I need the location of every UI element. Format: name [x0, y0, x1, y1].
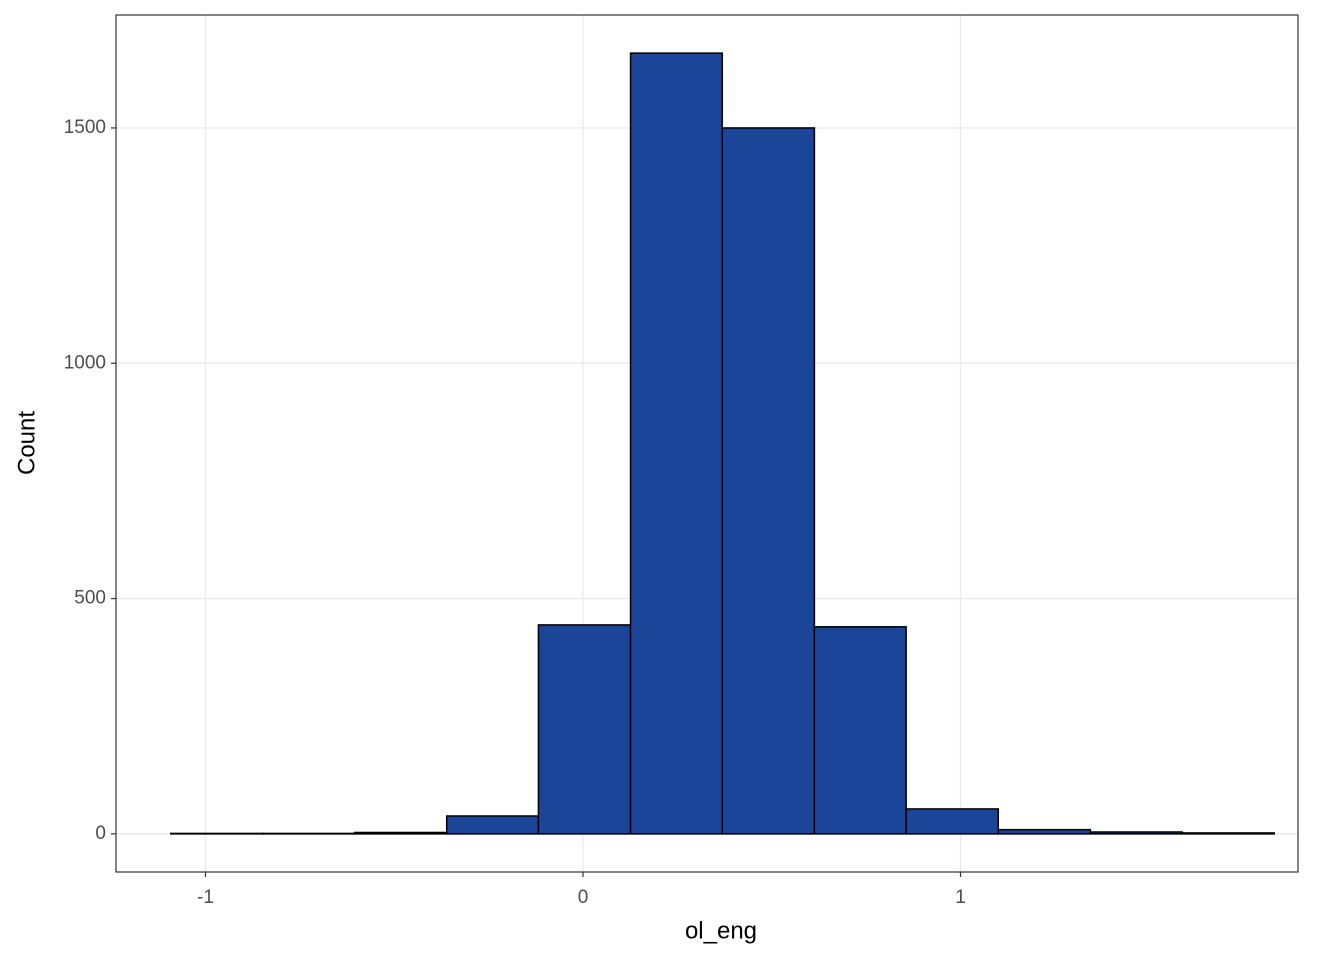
y-tick-label: 0	[95, 823, 106, 844]
bar	[1089, 831, 1183, 835]
x-tick-label: 1	[955, 887, 966, 908]
y-tick-label: 1000	[64, 352, 106, 373]
y-tick-label: 1500	[64, 117, 106, 138]
x-axis-title: ol_eng	[685, 917, 757, 944]
bar	[905, 808, 1000, 835]
panel-border	[115, 14, 1299, 873]
bar	[537, 624, 632, 835]
bar	[445, 815, 540, 835]
y-axis-title: Count	[13, 411, 40, 475]
y-tick-label: 500	[74, 588, 106, 609]
bar	[813, 626, 907, 835]
bar	[997, 828, 1092, 835]
bar	[721, 127, 816, 835]
bars	[169, 52, 1275, 835]
bar	[1181, 832, 1275, 835]
bar	[629, 52, 724, 835]
x-tick-label: 0	[578, 887, 589, 908]
bar	[353, 831, 448, 835]
x-tick-label: -1	[197, 887, 214, 908]
